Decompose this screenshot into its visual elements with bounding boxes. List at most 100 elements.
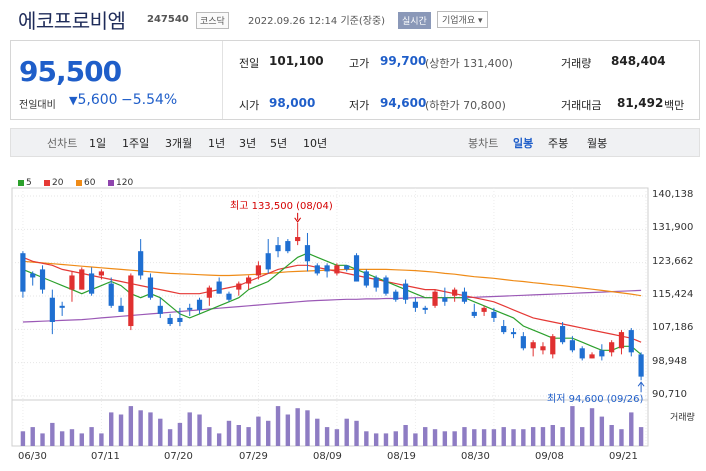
volume-bar xyxy=(540,427,546,446)
candle-body xyxy=(226,293,232,300)
x-tick-4: 08/09 xyxy=(313,451,342,462)
volume-bar xyxy=(177,422,183,446)
volume-bar xyxy=(423,427,428,446)
volume-bar xyxy=(501,427,506,446)
volume-bar xyxy=(599,416,605,446)
candle-body xyxy=(295,237,301,242)
candle-body xyxy=(128,275,134,327)
tab-1y[interactable]: 1년 xyxy=(208,137,226,150)
chart-frame xyxy=(11,187,649,447)
candle-body xyxy=(324,265,330,272)
volume-bar xyxy=(295,408,300,446)
candle-chart-label: 봉차트 xyxy=(468,137,499,150)
tab-1w[interactable]: 1주일 xyxy=(122,137,150,150)
candle-body xyxy=(98,271,105,276)
volume-bar xyxy=(629,412,634,446)
current-price: 95,500 xyxy=(19,55,122,88)
legend-ma5: 5 xyxy=(18,178,32,188)
volume-bar xyxy=(109,412,114,446)
company-overview-button[interactable]: 기업개요 ▾ xyxy=(437,11,488,28)
y-tick-0: 140,138 xyxy=(652,189,694,200)
volume-bar xyxy=(256,416,261,446)
candle-body xyxy=(461,291,468,302)
candle-body xyxy=(501,326,507,333)
open-value: 98,000 xyxy=(269,96,316,110)
volume-bar xyxy=(580,427,585,446)
candle-body xyxy=(383,277,389,294)
candle-body xyxy=(265,253,271,270)
candle-body xyxy=(442,297,448,302)
volume-bar xyxy=(354,420,359,446)
volume-bar xyxy=(246,427,251,446)
candle-body xyxy=(609,342,615,353)
candle-body xyxy=(79,269,85,290)
volume-bar xyxy=(521,429,526,446)
low-marker-arrowhead xyxy=(637,381,645,387)
y-tick-6: 90,710 xyxy=(652,389,687,400)
x-tick-8: 09/21 xyxy=(609,451,638,462)
volume-bar xyxy=(609,425,614,446)
candle-body xyxy=(49,297,55,322)
volume-bar xyxy=(89,427,94,446)
volume-bar xyxy=(481,429,487,446)
x-tick-3: 07/29 xyxy=(239,451,268,462)
volume-bar xyxy=(413,433,418,446)
low-annotation: 최저 94,600 (09/26) xyxy=(547,394,644,405)
candle-body xyxy=(530,342,536,349)
amount-label: 거래대금 xyxy=(561,99,602,112)
volume-bar xyxy=(570,406,575,446)
candle-body xyxy=(157,305,163,314)
x-tick-1: 07/11 xyxy=(91,451,120,462)
x-tick-7: 09/08 xyxy=(535,451,564,462)
y-tick-2: 123,662 xyxy=(652,256,694,267)
quote-summary: 95,500 전일대비 ▼5,600 −5.54% 전일 101,100 고가 … xyxy=(10,40,700,120)
tab-10y[interactable]: 10년 xyxy=(303,137,328,150)
x-tick-6: 08/30 xyxy=(461,451,490,462)
candle-body xyxy=(422,307,428,310)
tab-1d[interactable]: 1일 xyxy=(89,137,107,150)
change-percent: −5.54% xyxy=(121,92,178,108)
candle-body xyxy=(520,336,526,349)
quote-datetime: 2022.09.26 12:14 기준(장중) xyxy=(248,16,386,27)
tab-3y[interactable]: 3년 xyxy=(239,137,257,150)
volume-axis-label: 거래량 xyxy=(670,413,695,423)
volume-bar xyxy=(442,431,448,446)
candle-body xyxy=(216,281,222,294)
volume-bar xyxy=(383,433,389,446)
candle-body xyxy=(393,291,399,300)
volume-bar xyxy=(59,431,65,446)
candle-body xyxy=(432,291,438,306)
low-label: 저가 xyxy=(349,99,370,112)
volume-bar xyxy=(69,429,75,446)
upper-limit: (상한가 131,400) xyxy=(425,57,513,70)
candle-body xyxy=(88,273,95,294)
volume-bar xyxy=(373,433,379,446)
candle-body xyxy=(304,245,311,262)
candle-body xyxy=(452,289,458,296)
volume-bar xyxy=(530,427,536,446)
tab-3m[interactable]: 3개월 xyxy=(165,137,193,150)
open-label: 시가 xyxy=(239,99,260,112)
x-tick-5: 08/19 xyxy=(387,451,416,462)
candle-body xyxy=(599,350,605,357)
realtime-button[interactable]: 실시간 xyxy=(398,12,431,29)
candle-body xyxy=(491,311,497,318)
candle-body xyxy=(589,354,595,359)
tab-5y[interactable]: 5년 xyxy=(270,137,288,150)
volume-bar xyxy=(315,418,320,446)
ma120-line xyxy=(22,289,642,323)
volume-bar xyxy=(158,418,163,446)
amount-value: 81,492 xyxy=(617,96,664,110)
volume-bar xyxy=(236,425,241,446)
tab-weekly[interactable]: 주봉 xyxy=(548,137,569,150)
legend-ma60: 60 xyxy=(76,178,95,188)
volume-bar xyxy=(40,433,45,446)
candle-body xyxy=(628,330,634,353)
candle-body xyxy=(245,277,252,284)
volume-bar xyxy=(207,427,212,446)
candle-body xyxy=(118,305,124,312)
volume-bar xyxy=(452,431,457,446)
tab-daily[interactable]: 일봉 xyxy=(513,137,534,150)
tab-monthly[interactable]: 월봉 xyxy=(587,137,608,150)
